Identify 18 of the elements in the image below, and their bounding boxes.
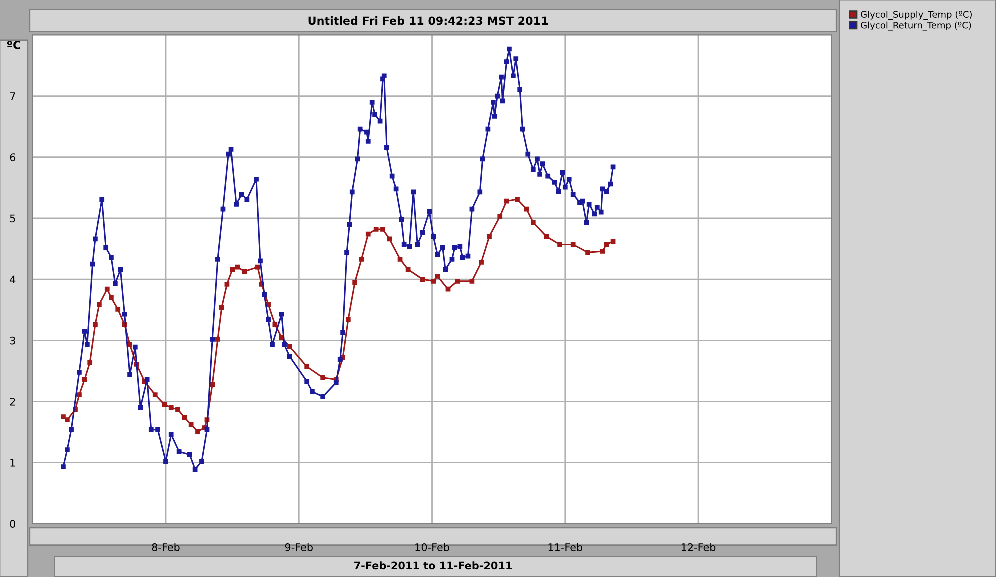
y-tick-label: 7 (10, 92, 16, 100)
text: 7-Feb-2011 to 11-Feb-2011 (354, 562, 512, 570)
y-axis-title: ºC (7, 40, 20, 50)
y-tick-label: 1 (10, 459, 16, 467)
y-tick-label: 4 (10, 276, 16, 284)
chart-title: Untitled Fri Feb 11 09:42:23 MST 2011 (308, 16, 548, 26)
y-tick-label: 2 (10, 398, 16, 406)
legend-label: Glycol_Supply_Temp (ºC) (861, 11, 972, 20)
y-tick-label: 3 (10, 336, 16, 345)
x-tick-label: 12-Feb (682, 543, 716, 552)
x-tick-label: 10-Feb (416, 543, 450, 552)
y-tick-label: 5 (10, 214, 16, 223)
x-tick-label: 9-Feb (285, 543, 313, 552)
y-tick-label: 0 (10, 520, 16, 528)
x-tick-label: 8-Feb (152, 543, 180, 552)
legend-label: Glycol_Return_Temp (ºC) (861, 22, 972, 31)
y-tick-label: 6 (10, 154, 16, 162)
x-tick-label: 11-Feb (548, 543, 583, 552)
